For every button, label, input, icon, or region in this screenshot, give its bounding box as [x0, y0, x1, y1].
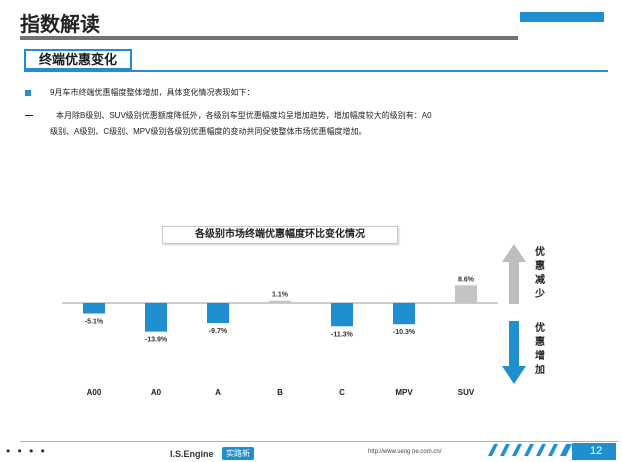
down-label-char-0: 优: [535, 323, 545, 334]
bullet-text-1: 9月车市终端优惠幅度整体增加，具体变化情况表现如下：: [50, 88, 255, 97]
bullet-text-2-line-2: 级别、A级别、C级别、MPV级别各级别优惠幅度的变动共同促使整体市场优惠幅度增加…: [50, 127, 367, 136]
data-label-C: -11.3%: [331, 331, 354, 338]
header-stripes-decoration: [520, 12, 604, 22]
data-label-A0: -13.9%: [145, 337, 168, 344]
category-label-C: C: [339, 388, 345, 397]
page-title: 指数解读: [20, 14, 100, 36]
category-label-A00: A00: [87, 388, 102, 397]
category-label-B: B: [277, 388, 283, 397]
data-label-MPV: -10.3%: [393, 329, 416, 336]
bullet-square-icon: [25, 90, 31, 96]
footer-rule: [20, 441, 618, 442]
title-rule: [20, 36, 518, 40]
footer-brand: I.S.Engine: [170, 449, 214, 459]
down-label-char-2: 增: [535, 351, 545, 362]
footer-url: http://www.seng ne.com.cn/: [368, 449, 442, 455]
data-label-B: 1.1%: [272, 292, 289, 299]
bar-SUV: [455, 285, 477, 303]
bar-B: [269, 300, 291, 303]
section-label: 终端优惠变化: [24, 49, 132, 70]
arrow-up-icon: [502, 244, 526, 304]
annotation-discount-increase: 优惠增加: [533, 322, 547, 378]
dash-bullet-icon: [25, 115, 33, 116]
bar-A0: [145, 303, 167, 332]
footer-stripes-decoration: [488, 444, 572, 456]
data-label-A: -9.7%: [209, 328, 228, 335]
bar-MPV: [393, 303, 415, 325]
page-number: 12: [590, 445, 603, 457]
annotation-discount-decrease: 优惠减少: [533, 246, 547, 302]
data-label-A00: -5.1%: [85, 319, 104, 326]
up-label-char-3: 少: [535, 289, 545, 300]
up-label-char-1: 惠: [535, 261, 545, 272]
up-label-char-2: 减: [535, 275, 545, 286]
down-label-char-1: 惠: [535, 337, 545, 348]
category-label-SUV: SUV: [458, 388, 475, 397]
bar-C: [331, 303, 353, 327]
down-label-char-3: 加: [535, 365, 545, 376]
up-label-char-0: 优: [535, 247, 545, 258]
footer-dots: • • • •: [6, 444, 47, 458]
category-label-A: A: [215, 388, 221, 397]
bar-A00: [83, 303, 105, 314]
data-label-SUV: 8.6%: [458, 276, 475, 283]
category-label-MPV: MPV: [395, 388, 413, 397]
bullet-text-2-line-1: 本月除B级别、SUV级别优惠额度降低外，各级别车型优惠幅度均呈增加趋势，增加幅度…: [56, 111, 432, 120]
section-rule: [24, 70, 608, 72]
category-label-A0: A0: [151, 388, 162, 397]
chart-title: 各级别市场终端优惠幅度环比变化情况: [162, 226, 398, 244]
bar-A: [207, 303, 229, 323]
footer-brand-badge: 实路新: [222, 447, 254, 460]
arrow-down-icon: [502, 321, 526, 384]
page-number-box: [572, 443, 616, 460]
